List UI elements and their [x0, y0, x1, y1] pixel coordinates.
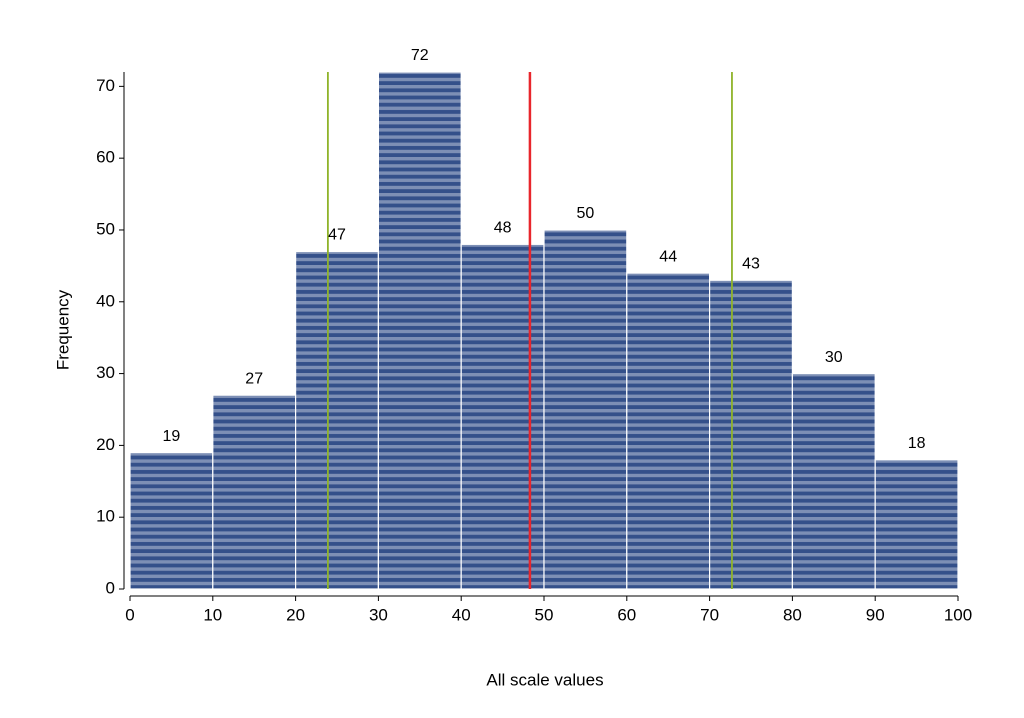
- y-tick-label: 30: [96, 363, 115, 382]
- bar: [129, 451, 214, 590]
- bar: [295, 250, 380, 590]
- bar: [791, 372, 876, 590]
- value-label: 30: [825, 349, 843, 366]
- x-tick-label: 100: [944, 605, 972, 624]
- y-tick-label: 70: [96, 76, 115, 95]
- value-label: 18: [908, 435, 926, 452]
- x-tick-label: 90: [866, 605, 885, 624]
- y-axis-label: Frequency: [53, 289, 72, 370]
- bar: [460, 243, 545, 590]
- x-tick-label: 30: [369, 605, 388, 624]
- x-tick-label: 20: [286, 605, 305, 624]
- y-tick-label: 10: [96, 507, 115, 526]
- y-tick-label: 60: [96, 148, 115, 167]
- y-tick-label: 20: [96, 435, 115, 454]
- x-tick-label: 10: [203, 605, 222, 624]
- x-axis-label: All scale values: [486, 670, 603, 689]
- value-label: 48: [494, 220, 512, 237]
- bar: [874, 459, 959, 590]
- value-label: 47: [328, 227, 346, 244]
- value-label: 43: [742, 255, 760, 272]
- x-tick-label: 50: [535, 605, 554, 624]
- x-tick-label: 80: [783, 605, 802, 624]
- bar: [708, 279, 793, 590]
- x-tick-label: 40: [452, 605, 471, 624]
- value-label: 72: [411, 47, 429, 64]
- y-tick-label: 0: [106, 578, 115, 597]
- value-label: 50: [577, 205, 595, 222]
- bar: [626, 272, 711, 590]
- value-label: 27: [245, 370, 263, 387]
- value-label: 19: [163, 428, 181, 445]
- x-tick-label: 0: [125, 605, 134, 624]
- x-tick-label: 70: [700, 605, 719, 624]
- bar: [377, 71, 462, 590]
- bar: [212, 394, 297, 590]
- y-tick-label: 50: [96, 219, 115, 238]
- value-label: 44: [659, 248, 677, 265]
- bar: [543, 229, 628, 590]
- y-tick-label: 40: [96, 291, 115, 310]
- x-tick-label: 60: [617, 605, 636, 624]
